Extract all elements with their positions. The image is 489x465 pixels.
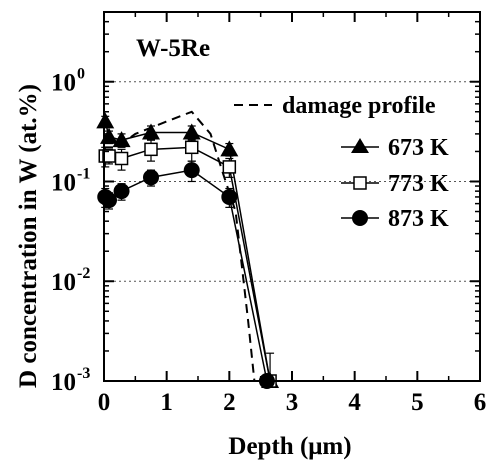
data-point-triangle [182, 123, 201, 140]
y-tick-label: 10 [51, 70, 76, 97]
x-tick-label: 4 [348, 389, 361, 416]
data-series [96, 112, 280, 389]
y-tick-label: 10 [51, 369, 76, 396]
y-tick-label: 10 [51, 269, 76, 296]
data-point-circle [113, 183, 130, 200]
data-point-triangle [142, 123, 160, 140]
x-tick-label: 0 [98, 389, 111, 416]
y-tick-exponent: -3 [77, 365, 90, 382]
y-tick-exponent: 0 [77, 66, 85, 83]
data-point-square [184, 140, 199, 155]
legend-673-label: 673 K [388, 135, 449, 161]
y-axis-title: D concentration in W (at.%) [15, 84, 42, 388]
legend-673-marker [351, 138, 369, 153]
series-line [105, 146, 271, 382]
data-point-triangle [100, 127, 119, 144]
legend-873-marker [352, 210, 368, 226]
data-point-circle [143, 169, 159, 186]
data-point-circle [221, 188, 238, 205]
x-axis-title: Depth (μm) [228, 433, 351, 460]
legend: damage profile 673 K 773 K 873 K [234, 93, 449, 232]
damage-profile-line [104, 110, 256, 382]
damage-profile-path [104, 110, 256, 382]
series-873-k [97, 160, 275, 389]
x-tick-label: 1 [160, 389, 173, 416]
x-tick-label: 2 [223, 389, 236, 416]
x-tick-label: 5 [411, 389, 424, 416]
legend-773-marker [353, 176, 367, 190]
legend-damage-label: damage profile [282, 93, 436, 119]
data-point-square [222, 160, 237, 174]
panel-title: W-5Re [136, 35, 210, 62]
x-tick-label: 3 [286, 389, 299, 416]
data-point-triangle [220, 140, 239, 157]
y-tick-exponent: -1 [77, 165, 90, 182]
data-point-circle [183, 162, 200, 179]
data-point-square [144, 142, 158, 157]
data-point-triangle [96, 112, 115, 129]
y-tick-exponent: -2 [77, 265, 90, 282]
x-tick-label: 6 [474, 389, 487, 416]
legend-873-label: 873 K [388, 206, 449, 232]
data-point-square [114, 151, 129, 166]
data-point-triangle [112, 131, 131, 148]
y-tick-label: 10 [51, 169, 76, 196]
legend-773-label: 773 K [388, 171, 449, 197]
